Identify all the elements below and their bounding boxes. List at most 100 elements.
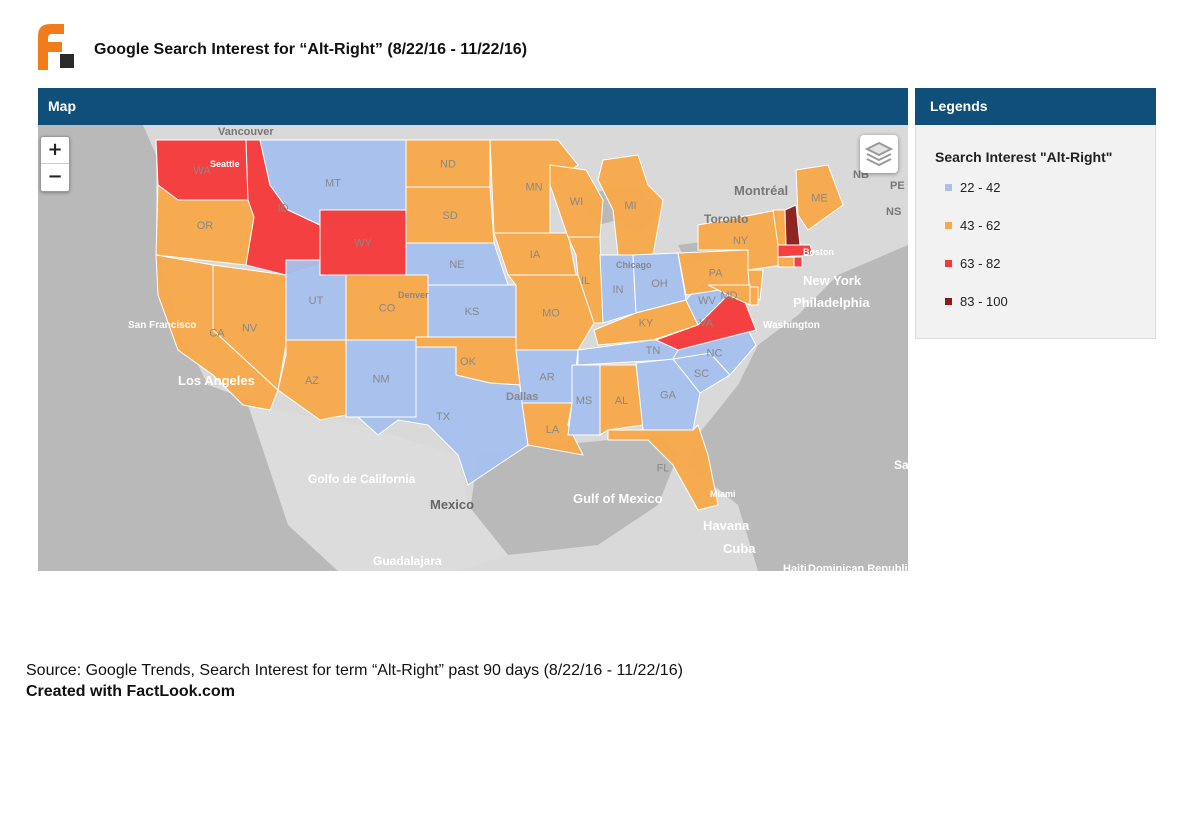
map-canvas[interactable]: WA OR CA ID NV MT WY UT AZ CO NM ND SD NE KS OK TX MN IA MO… xyxy=(38,125,908,571)
legend-swatch xyxy=(945,260,952,267)
place-label: Golfo de California xyxy=(308,472,416,486)
place-label: Guadalajara xyxy=(373,554,442,568)
state-label: IL xyxy=(581,275,590,287)
state-label: NV xyxy=(242,323,258,335)
state-LA[interactable] xyxy=(521,402,584,456)
state-label: WY xyxy=(354,238,372,250)
state-CT[interactable] xyxy=(777,256,795,268)
map-svg[interactable]: WA OR CA ID NV MT WY UT AZ CO NM ND SD NE KS OK TX MN IA MO… xyxy=(38,125,908,571)
ocean-atlantic xyxy=(688,245,908,571)
state-label: OK xyxy=(460,356,477,368)
state-label: IA xyxy=(530,249,541,261)
state-label: MD xyxy=(720,290,737,302)
state-label: OH xyxy=(651,278,668,290)
legend-label: 22 - 42 xyxy=(960,180,1001,195)
place-label: Denver xyxy=(398,290,429,300)
state-label: VA xyxy=(699,318,714,330)
state-label: NE xyxy=(449,259,464,271)
state-label: NM xyxy=(372,374,389,386)
state-label: GA xyxy=(660,390,677,402)
legend-panel-header: Legends xyxy=(915,88,1156,125)
legend-heading: Search Interest "Alt-Right" xyxy=(935,149,1113,165)
state-NV[interactable] xyxy=(212,264,287,391)
legend-label: 63 - 82 xyxy=(960,256,1001,271)
state-label: WA xyxy=(193,165,211,177)
state-label: NC xyxy=(707,348,723,360)
place-label: Chicago xyxy=(616,260,652,270)
factlook-logo xyxy=(38,24,74,70)
state-label: LA xyxy=(546,424,560,436)
state-MS[interactable] xyxy=(567,364,601,436)
place-label: Washington xyxy=(763,320,820,331)
state-label: AL xyxy=(615,395,628,407)
state-label: MT xyxy=(325,178,341,190)
zoom-out-button[interactable]: − xyxy=(47,166,63,187)
place-label: Cuba xyxy=(723,541,756,556)
state-label: CO xyxy=(379,303,396,315)
zoom-control: + − xyxy=(40,136,70,192)
logo-f-glyph xyxy=(38,24,64,70)
state-label: KY xyxy=(639,318,654,330)
place-label: Los Angeles xyxy=(178,373,255,388)
state-label: TN xyxy=(646,345,661,357)
land-mexico xyxy=(248,405,508,571)
layers-button[interactable] xyxy=(860,135,898,173)
state-FL[interactable] xyxy=(607,424,719,511)
state-label: ME xyxy=(811,193,828,205)
state-label: CA xyxy=(209,328,225,340)
legend-item: 83 - 100 xyxy=(945,294,1008,309)
state-label: IN xyxy=(613,284,624,296)
state-label: UT xyxy=(309,295,324,307)
zoom-in-button[interactable]: + xyxy=(41,137,69,164)
source-note: Source: Google Trends, Search Interest f… xyxy=(26,662,683,679)
state-label: PA xyxy=(709,268,724,280)
logo-square xyxy=(60,54,74,68)
place-label: Boston xyxy=(803,247,834,257)
legend-item: 43 - 62 xyxy=(945,218,1000,233)
state-label: TX xyxy=(436,411,451,423)
state-IL[interactable] xyxy=(567,236,604,324)
layers-icon xyxy=(864,141,894,167)
state-label: ID xyxy=(278,203,289,215)
states-layer xyxy=(155,139,844,511)
place-label: Toronto xyxy=(704,212,748,226)
state-RI[interactable] xyxy=(793,256,803,268)
state-label: SC xyxy=(694,368,709,380)
legend-panel-body xyxy=(915,125,1156,339)
place-label: Havana xyxy=(703,518,750,533)
state-DE[interactable] xyxy=(749,286,759,306)
place-label: Dallas xyxy=(506,391,538,403)
legend-label: 83 - 100 xyxy=(960,294,1008,309)
legend-item: 22 - 42 xyxy=(945,180,1000,195)
state-MA[interactable] xyxy=(777,244,814,258)
state-TX[interactable] xyxy=(356,346,529,486)
place-label: Miami xyxy=(710,489,736,499)
place-label: Haiti xyxy=(783,563,807,571)
credit-note: Created with FactLook.com xyxy=(26,683,235,700)
state-AL[interactable] xyxy=(599,364,644,436)
place-label: Gulf of Mexico xyxy=(573,491,663,506)
legend-swatch xyxy=(945,298,952,305)
map-panel-header: Map xyxy=(38,88,908,125)
state-label: FL xyxy=(657,463,670,475)
place-label: Vancouver xyxy=(218,126,274,138)
state-GA[interactable] xyxy=(635,358,701,431)
legend-item: 63 - 82 xyxy=(945,256,1000,271)
legend-swatch xyxy=(945,184,952,191)
state-label: AZ xyxy=(305,375,319,387)
state-label: SD xyxy=(442,210,457,222)
place-label: Montréal xyxy=(734,183,788,198)
place-label: Sa xyxy=(894,458,908,472)
state-label: OR xyxy=(197,220,214,232)
legend-swatch xyxy=(945,222,952,229)
page-title: Google Search Interest for “Alt-Right” (… xyxy=(94,41,528,58)
state-label: ND xyxy=(440,159,456,171)
state-label: WV xyxy=(698,295,716,307)
place-label: San Francisco xyxy=(128,320,196,331)
state-label: MN xyxy=(525,182,542,194)
state-ME[interactable] xyxy=(795,164,844,231)
state-label: MI xyxy=(624,200,636,212)
place-label: Mexico xyxy=(430,497,474,512)
place-labels: Vancouver Montréal Toronto New York Philadel… xyxy=(128,126,908,571)
place-label: New York xyxy=(803,273,862,288)
